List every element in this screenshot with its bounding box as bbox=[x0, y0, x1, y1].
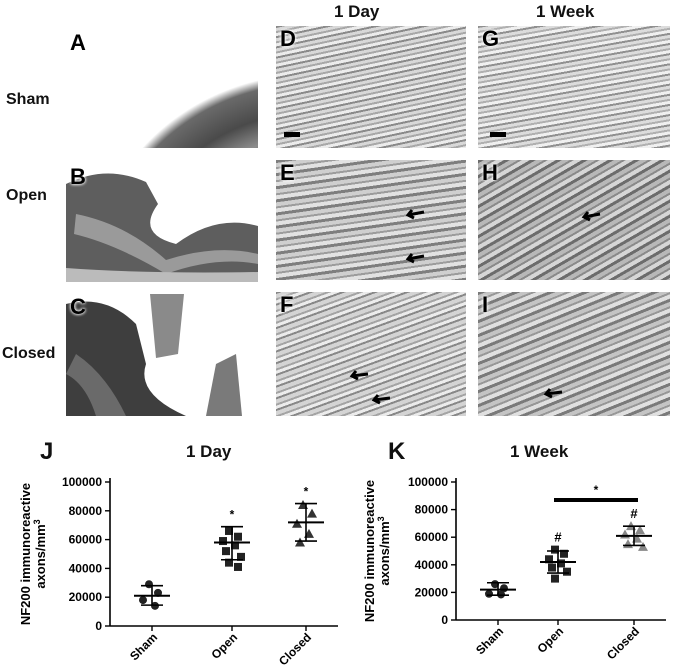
data-point bbox=[234, 532, 242, 541]
y-tick-label: 80000 bbox=[69, 504, 103, 518]
scale-bar bbox=[284, 132, 300, 137]
significance-marker: * bbox=[230, 508, 235, 522]
panel-letter: B bbox=[70, 164, 86, 189]
significance-marker: # bbox=[630, 506, 638, 521]
y-tick-label: 60000 bbox=[69, 533, 103, 547]
panel-e-open-1day: E bbox=[276, 160, 466, 280]
y-tick-label: 40000 bbox=[415, 558, 449, 572]
data-point bbox=[551, 574, 559, 583]
row-label-open: Open bbox=[6, 187, 47, 204]
axon-arrows bbox=[581, 211, 601, 222]
chart-j: NF200 immunoreactiveaxons/mm3 0 20000 40000… bbox=[18, 475, 338, 668]
panel-letter: F bbox=[280, 292, 294, 317]
graph-letter-k: K bbox=[388, 438, 406, 465]
data-point bbox=[623, 539, 633, 549]
data-point bbox=[237, 552, 245, 561]
column-header-1-week: 1 Week bbox=[536, 2, 595, 21]
x-tick-label: Closed bbox=[276, 630, 314, 668]
y-tick-label: 60000 bbox=[415, 530, 449, 544]
x-tick-label: Sham bbox=[127, 630, 160, 663]
panel-letter: I bbox=[482, 292, 489, 317]
y-tick-label: 20000 bbox=[415, 585, 449, 599]
data-point bbox=[557, 559, 565, 568]
data-point bbox=[231, 541, 239, 550]
y-tick-label: 100000 bbox=[62, 475, 102, 489]
graph-j-title: 1 Day bbox=[186, 442, 232, 461]
panel-f-closed-1day: F bbox=[276, 292, 466, 416]
y-tick-label: 80000 bbox=[415, 503, 449, 517]
y-tick-label: 0 bbox=[441, 613, 448, 627]
data-point bbox=[485, 589, 493, 598]
axon-arrows bbox=[543, 388, 563, 399]
x-tick-label: Sham bbox=[473, 624, 506, 657]
column-header-1-day: 1 Day bbox=[334, 2, 380, 21]
row-label-sham: Sham bbox=[6, 91, 50, 108]
data-point bbox=[295, 537, 305, 547]
x-tick-label: Closed bbox=[604, 624, 642, 662]
panel-letter: E bbox=[280, 160, 295, 185]
y-tick-label: 100000 bbox=[408, 475, 448, 489]
panel-h-open-1week: H bbox=[478, 160, 670, 280]
data-point bbox=[139, 596, 147, 605]
open-section-image bbox=[66, 173, 258, 282]
data-point bbox=[307, 508, 317, 518]
axon-arrows bbox=[405, 209, 425, 264]
data-point bbox=[219, 537, 227, 546]
panel-letter: G bbox=[482, 26, 500, 51]
data-point bbox=[563, 567, 571, 576]
data-point bbox=[638, 541, 648, 551]
graph-k-title: 1 Week bbox=[510, 442, 569, 461]
panel-d-sham-1day: D bbox=[276, 26, 466, 148]
y-axis-label: NF200 immunoreactiveaxons/mm3 bbox=[362, 480, 392, 622]
scale-bar bbox=[70, 134, 84, 139]
data-point bbox=[225, 558, 233, 567]
y-tick-label: 40000 bbox=[69, 561, 103, 575]
data-point bbox=[222, 547, 230, 556]
axon-arrows bbox=[349, 370, 391, 405]
y-tick-label: 0 bbox=[95, 619, 102, 633]
scale-bar bbox=[490, 132, 506, 137]
panel-b-open-section: B bbox=[66, 164, 258, 282]
y-axis-label: NF200 immunoreactiveaxons/mm3 bbox=[18, 483, 48, 625]
panel-letter: H bbox=[482, 160, 498, 185]
y-tick-label: 20000 bbox=[69, 590, 103, 604]
chart-k: NF200 immunoreactiveaxons/mm3 0 20000 40000… bbox=[362, 475, 666, 662]
data-point bbox=[545, 555, 553, 564]
panel-i-closed-1week: I bbox=[478, 292, 670, 416]
significance-marker: * bbox=[304, 485, 309, 499]
panel-g-sham-1week: G bbox=[478, 26, 670, 148]
panel-c-closed-section: C bbox=[66, 294, 258, 416]
x-tick-label: Open bbox=[535, 624, 567, 656]
panel-letter: A bbox=[70, 30, 86, 55]
graph-letter-j: J bbox=[40, 438, 54, 465]
x-tick-label: Open bbox=[209, 630, 241, 662]
data-point bbox=[225, 526, 233, 535]
panel-a-sham-section: A bbox=[66, 30, 258, 148]
data-point bbox=[548, 563, 556, 572]
data-point bbox=[635, 525, 645, 535]
significance-marker: # bbox=[554, 530, 562, 545]
data-point bbox=[560, 549, 568, 558]
data-point bbox=[234, 562, 242, 571]
comparison-star: * bbox=[594, 483, 599, 497]
panel-letter: D bbox=[280, 26, 296, 51]
data-point bbox=[620, 529, 630, 539]
data-point bbox=[551, 545, 559, 554]
closed-section-image bbox=[66, 294, 242, 416]
row-label-closed: Closed bbox=[2, 345, 56, 362]
panel-letter: C bbox=[70, 294, 86, 319]
